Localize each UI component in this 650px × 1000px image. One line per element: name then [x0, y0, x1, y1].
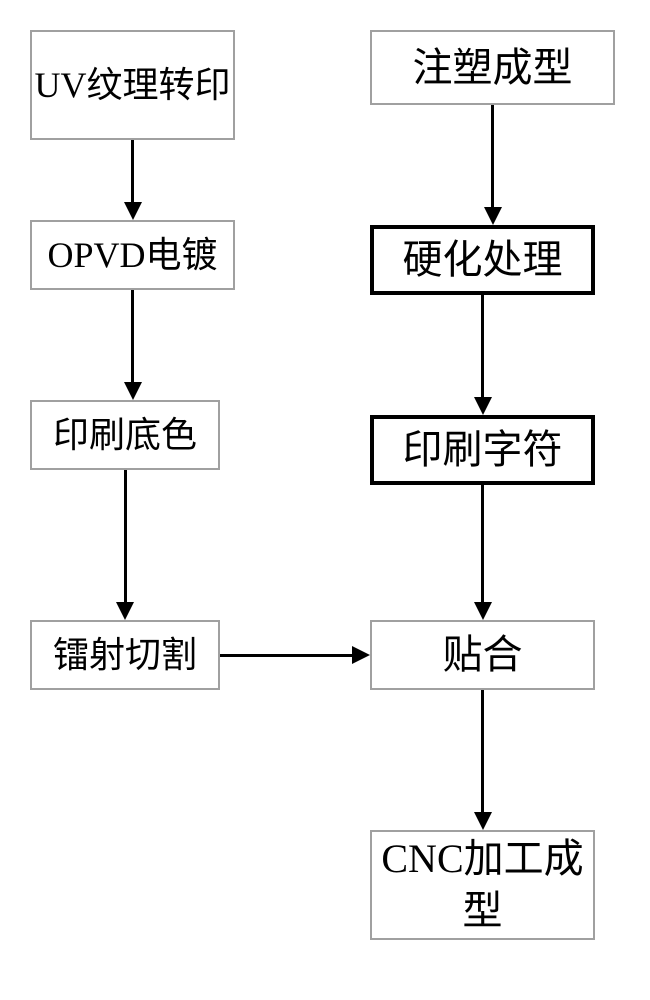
flow-node-r2: 硬化处理 — [370, 225, 595, 295]
edge-line — [491, 105, 494, 207]
flow-node-l2: OPVD电镀 — [30, 220, 235, 290]
flow-node-label: OPVD电镀 — [47, 232, 217, 279]
flow-node-r4: 贴合 — [370, 620, 595, 690]
edge-arrowhead — [124, 382, 142, 400]
flow-node-r3: 印刷字符 — [370, 415, 595, 485]
edge-line — [481, 690, 484, 812]
edge-arrowhead — [484, 207, 502, 225]
flow-node-label: 贴合 — [443, 629, 523, 681]
flow-node-l1: UV纹理转印 — [30, 30, 235, 140]
flow-node-label: 印刷字符 — [403, 424, 563, 476]
flow-node-r1: 注塑成型 — [370, 30, 615, 105]
edge-line — [124, 470, 127, 602]
edge-line — [220, 654, 352, 657]
flow-node-label: 硬化处理 — [403, 234, 563, 286]
edge-line — [481, 295, 484, 397]
edge-line — [131, 140, 134, 202]
flow-node-label: 镭射切割 — [53, 632, 197, 679]
flow-node-label: CNC加工成型 — [372, 833, 593, 937]
edge-line — [131, 290, 134, 382]
flow-node-l4: 镭射切割 — [30, 620, 220, 690]
edge-line — [481, 485, 484, 602]
edge-arrowhead — [474, 812, 492, 830]
flow-node-label: 印刷底色 — [53, 412, 197, 459]
edge-arrowhead — [124, 202, 142, 220]
flow-node-r5: CNC加工成型 — [370, 830, 595, 940]
edge-arrowhead — [116, 602, 134, 620]
edge-arrowhead — [474, 602, 492, 620]
flow-node-l3: 印刷底色 — [30, 400, 220, 470]
edge-arrowhead — [352, 646, 370, 664]
edge-arrowhead — [474, 397, 492, 415]
flowchart-canvas: UV纹理转印 OPVD电镀印刷底色镭射切割 注塑成型硬化处理印刷字符贴合 CNC加工成… — [0, 0, 650, 1000]
flow-node-label: UV纹理转印 — [35, 62, 231, 109]
flow-node-label: 注塑成型 — [413, 42, 573, 94]
